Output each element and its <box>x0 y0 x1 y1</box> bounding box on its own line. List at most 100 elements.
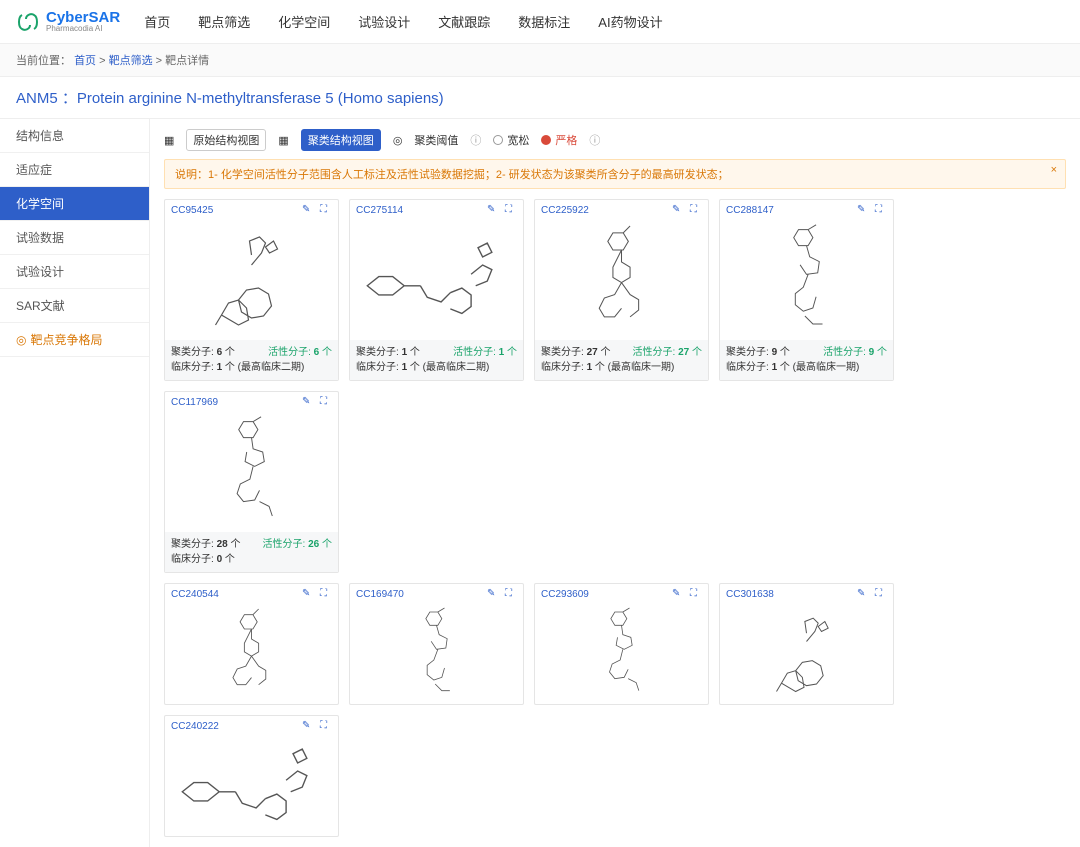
brand-logo[interactable]: CyberSAR Pharmacodia AI <box>16 10 120 33</box>
compound-card[interactable]: CC275114 ✎ ⛶ 聚类分子: 1 个 活性分子: 1 个临床分子: 1 个 (最… <box>349 199 524 381</box>
compound-card[interactable]: CC225922✎⛶聚类分子: 27 个活性分子: 27 个临床分子: 1 个 … <box>534 199 709 381</box>
molecule-structure <box>165 736 338 836</box>
breadcrumb-l1[interactable]: 靶点筛选 <box>109 55 153 67</box>
nav-6[interactable]: AI药物设计 <box>598 12 662 31</box>
cluster-count: 聚类分子: 9 个 <box>726 345 790 360</box>
sidebar-item-3[interactable]: 试验数据 <box>0 221 149 255</box>
expand-icon[interactable]: ⛶ <box>690 588 702 600</box>
clinical-count: 临床分子: 1 个 (最高临床一期) <box>726 360 887 375</box>
grid-icon: ▦ <box>164 134 174 147</box>
compound-id[interactable]: CC117969 <box>171 397 218 408</box>
expand-icon[interactable]: ⛶ <box>690 204 702 216</box>
sidebar-item-1[interactable]: 适应症 <box>0 153 149 187</box>
target-icon: ◎ <box>16 333 26 347</box>
info-icon[interactable]: ⓘ <box>470 132 481 148</box>
compound-grid: CC95425✎⛶聚类分子: 6 个活性分子: 6 个临床分子: 1 个 (最高… <box>164 199 1066 573</box>
radio-loose[interactable]: 宽松 <box>493 132 529 148</box>
active-count: 活性分子: 1 个 <box>453 345 517 360</box>
nav-5[interactable]: 数据标注 <box>518 12 570 31</box>
breadcrumb-home[interactable]: 首页 <box>74 55 96 67</box>
edit-icon[interactable]: ✎ <box>487 588 499 600</box>
grid-icon: ▦ <box>278 134 288 147</box>
sidebar-item-0[interactable]: 结构信息 <box>0 119 149 153</box>
expand-icon[interactable]: ⛶ <box>505 204 517 216</box>
compound-card[interactable]: CC240222 ✎ ⛶ <box>164 715 339 837</box>
info-icon[interactable]: ⓘ <box>589 132 600 148</box>
nav-3[interactable]: 试验设计 <box>358 12 410 31</box>
edit-icon[interactable]: ✎ <box>857 588 869 600</box>
breadcrumb: 当前位置： 首页 > 靶点筛选 > 靶点详情 <box>0 44 1080 77</box>
expand-icon[interactable]: ⛶ <box>320 396 332 408</box>
compound-card[interactable]: CC169470 ✎ ⛶ <box>349 583 524 705</box>
nav-0[interactable]: 首页 <box>144 12 170 31</box>
expand-icon[interactable]: ⛶ <box>505 588 517 600</box>
molecule-structure <box>535 220 708 340</box>
edit-icon[interactable]: ✎ <box>857 204 869 216</box>
info-text: 说明：1- 化学空间活性分子范围含人工标注及活性试验数据挖掘；2- 研发状态为该… <box>175 169 729 181</box>
nav-1[interactable]: 靶点筛选 <box>198 12 250 31</box>
cluster-count: 聚类分子: 6 个 <box>171 345 235 360</box>
clinical-count: 临床分子: 1 个 (最高临床二期) <box>356 360 517 375</box>
compound-id[interactable]: CC293609 <box>541 589 589 600</box>
sidebar-item-2[interactable]: 化学空间 <box>0 187 149 221</box>
expand-icon[interactable]: ⛶ <box>875 588 887 600</box>
compound-card[interactable]: CC117969✎⛶聚类分子: 28 个活性分子: 26 个临床分子: 0 个 <box>164 391 339 573</box>
clinical-count: 临床分子: 0 个 <box>171 552 332 567</box>
edit-icon[interactable]: ✎ <box>672 204 684 216</box>
edit-icon[interactable]: ✎ <box>302 720 314 732</box>
view-original-button[interactable]: 原始结构视图 <box>186 129 266 151</box>
expand-icon[interactable]: ⛶ <box>320 588 332 600</box>
compound-grid-2: CC240544 ✎ ⛶ CC169470 ✎ ⛶ CC293609 ✎ ⛶ CC301638 ✎ ⛶… <box>164 583 1066 837</box>
info-banner: 说明：1- 化学空间活性分子范围含人工标注及活性试验数据挖掘；2- 研发状态为该… <box>164 159 1066 189</box>
molecule-structure <box>350 604 523 704</box>
compound-card[interactable]: CC95425✎⛶聚类分子: 6 个活性分子: 6 个临床分子: 1 个 (最高… <box>164 199 339 381</box>
expand-icon[interactable]: ⛶ <box>320 720 332 732</box>
threshold-label: 聚类阈值 <box>414 132 458 148</box>
view-toolbar: ▦ 原始结构视图 ▦ 聚类结构视图 ◎ 聚类阈值 ⓘ 宽松 严格 ⓘ <box>164 129 1066 159</box>
active-count: 活性分子: 26 个 <box>263 537 332 552</box>
edit-icon[interactable]: ✎ <box>487 204 499 216</box>
expand-icon[interactable]: ⛶ <box>875 204 887 216</box>
sidebar-item-compete[interactable]: ◎ 靶点竞争格局 <box>0 323 149 357</box>
close-icon[interactable]: × <box>1051 164 1057 176</box>
molecule-structure <box>535 604 708 704</box>
sidebar-item-4[interactable]: 试验设计 <box>0 255 149 289</box>
clinical-count: 临床分子: 1 个 (最高临床一期) <box>541 360 702 375</box>
compound-id[interactable]: CC240544 <box>171 589 219 600</box>
compound-card[interactable]: CC293609 ✎ ⛶ <box>534 583 709 705</box>
logo-icon <box>16 11 40 33</box>
cluster-count: 聚类分子: 1 个 <box>356 345 420 360</box>
molecule-structure <box>720 220 893 340</box>
molecule-structure <box>165 604 338 704</box>
compound-card[interactable]: CC240544 ✎ ⛶ <box>164 583 339 705</box>
compound-id[interactable]: CC288147 <box>726 205 774 216</box>
edit-icon[interactable]: ✎ <box>672 588 684 600</box>
sidebar-item-5[interactable]: SAR文献 <box>0 289 149 323</box>
compound-card[interactable]: CC301638 ✎ ⛶ <box>719 583 894 705</box>
compound-id[interactable]: CC95425 <box>171 205 213 216</box>
active-count: 活性分子: 27 个 <box>633 345 702 360</box>
molecule-structure <box>165 412 338 532</box>
nav-4[interactable]: 文献跟踪 <box>438 12 490 31</box>
nav-2[interactable]: 化学空间 <box>278 12 330 31</box>
compound-card[interactable]: CC288147 ✎ ⛶ 聚类分子: 9 个 活性分子: 9 个临床分子: 1 个 (最… <box>719 199 894 381</box>
breadcrumb-label: 当前位置： <box>16 55 71 67</box>
breadcrumb-l2: 靶点详情 <box>165 55 209 67</box>
edit-icon[interactable]: ✎ <box>302 396 314 408</box>
expand-icon[interactable]: ⛶ <box>320 204 332 216</box>
brand-sub: Pharmacodia AI <box>46 25 120 33</box>
compound-id[interactable]: CC240222 <box>171 721 219 732</box>
edit-icon[interactable]: ✎ <box>302 204 314 216</box>
compound-id[interactable]: CC301638 <box>726 589 774 600</box>
compound-id[interactable]: CC275114 <box>356 205 403 216</box>
molecule-structure <box>720 604 893 704</box>
view-cluster-button[interactable]: 聚类结构视图 <box>301 129 381 151</box>
active-count: 活性分子: 9 个 <box>823 345 887 360</box>
clinical-count: 临床分子: 1 个 (最高临床二期) <box>171 360 332 375</box>
radio-strict[interactable]: 严格 <box>541 132 577 148</box>
compound-id[interactable]: CC169470 <box>356 589 404 600</box>
molecule-structure <box>350 220 523 340</box>
top-nav: 首页 靶点筛选 化学空间 试验设计 文献跟踪 数据标注 AI药物设计 <box>144 12 662 31</box>
edit-icon[interactable]: ✎ <box>302 588 314 600</box>
compound-id[interactable]: CC225922 <box>541 205 589 216</box>
